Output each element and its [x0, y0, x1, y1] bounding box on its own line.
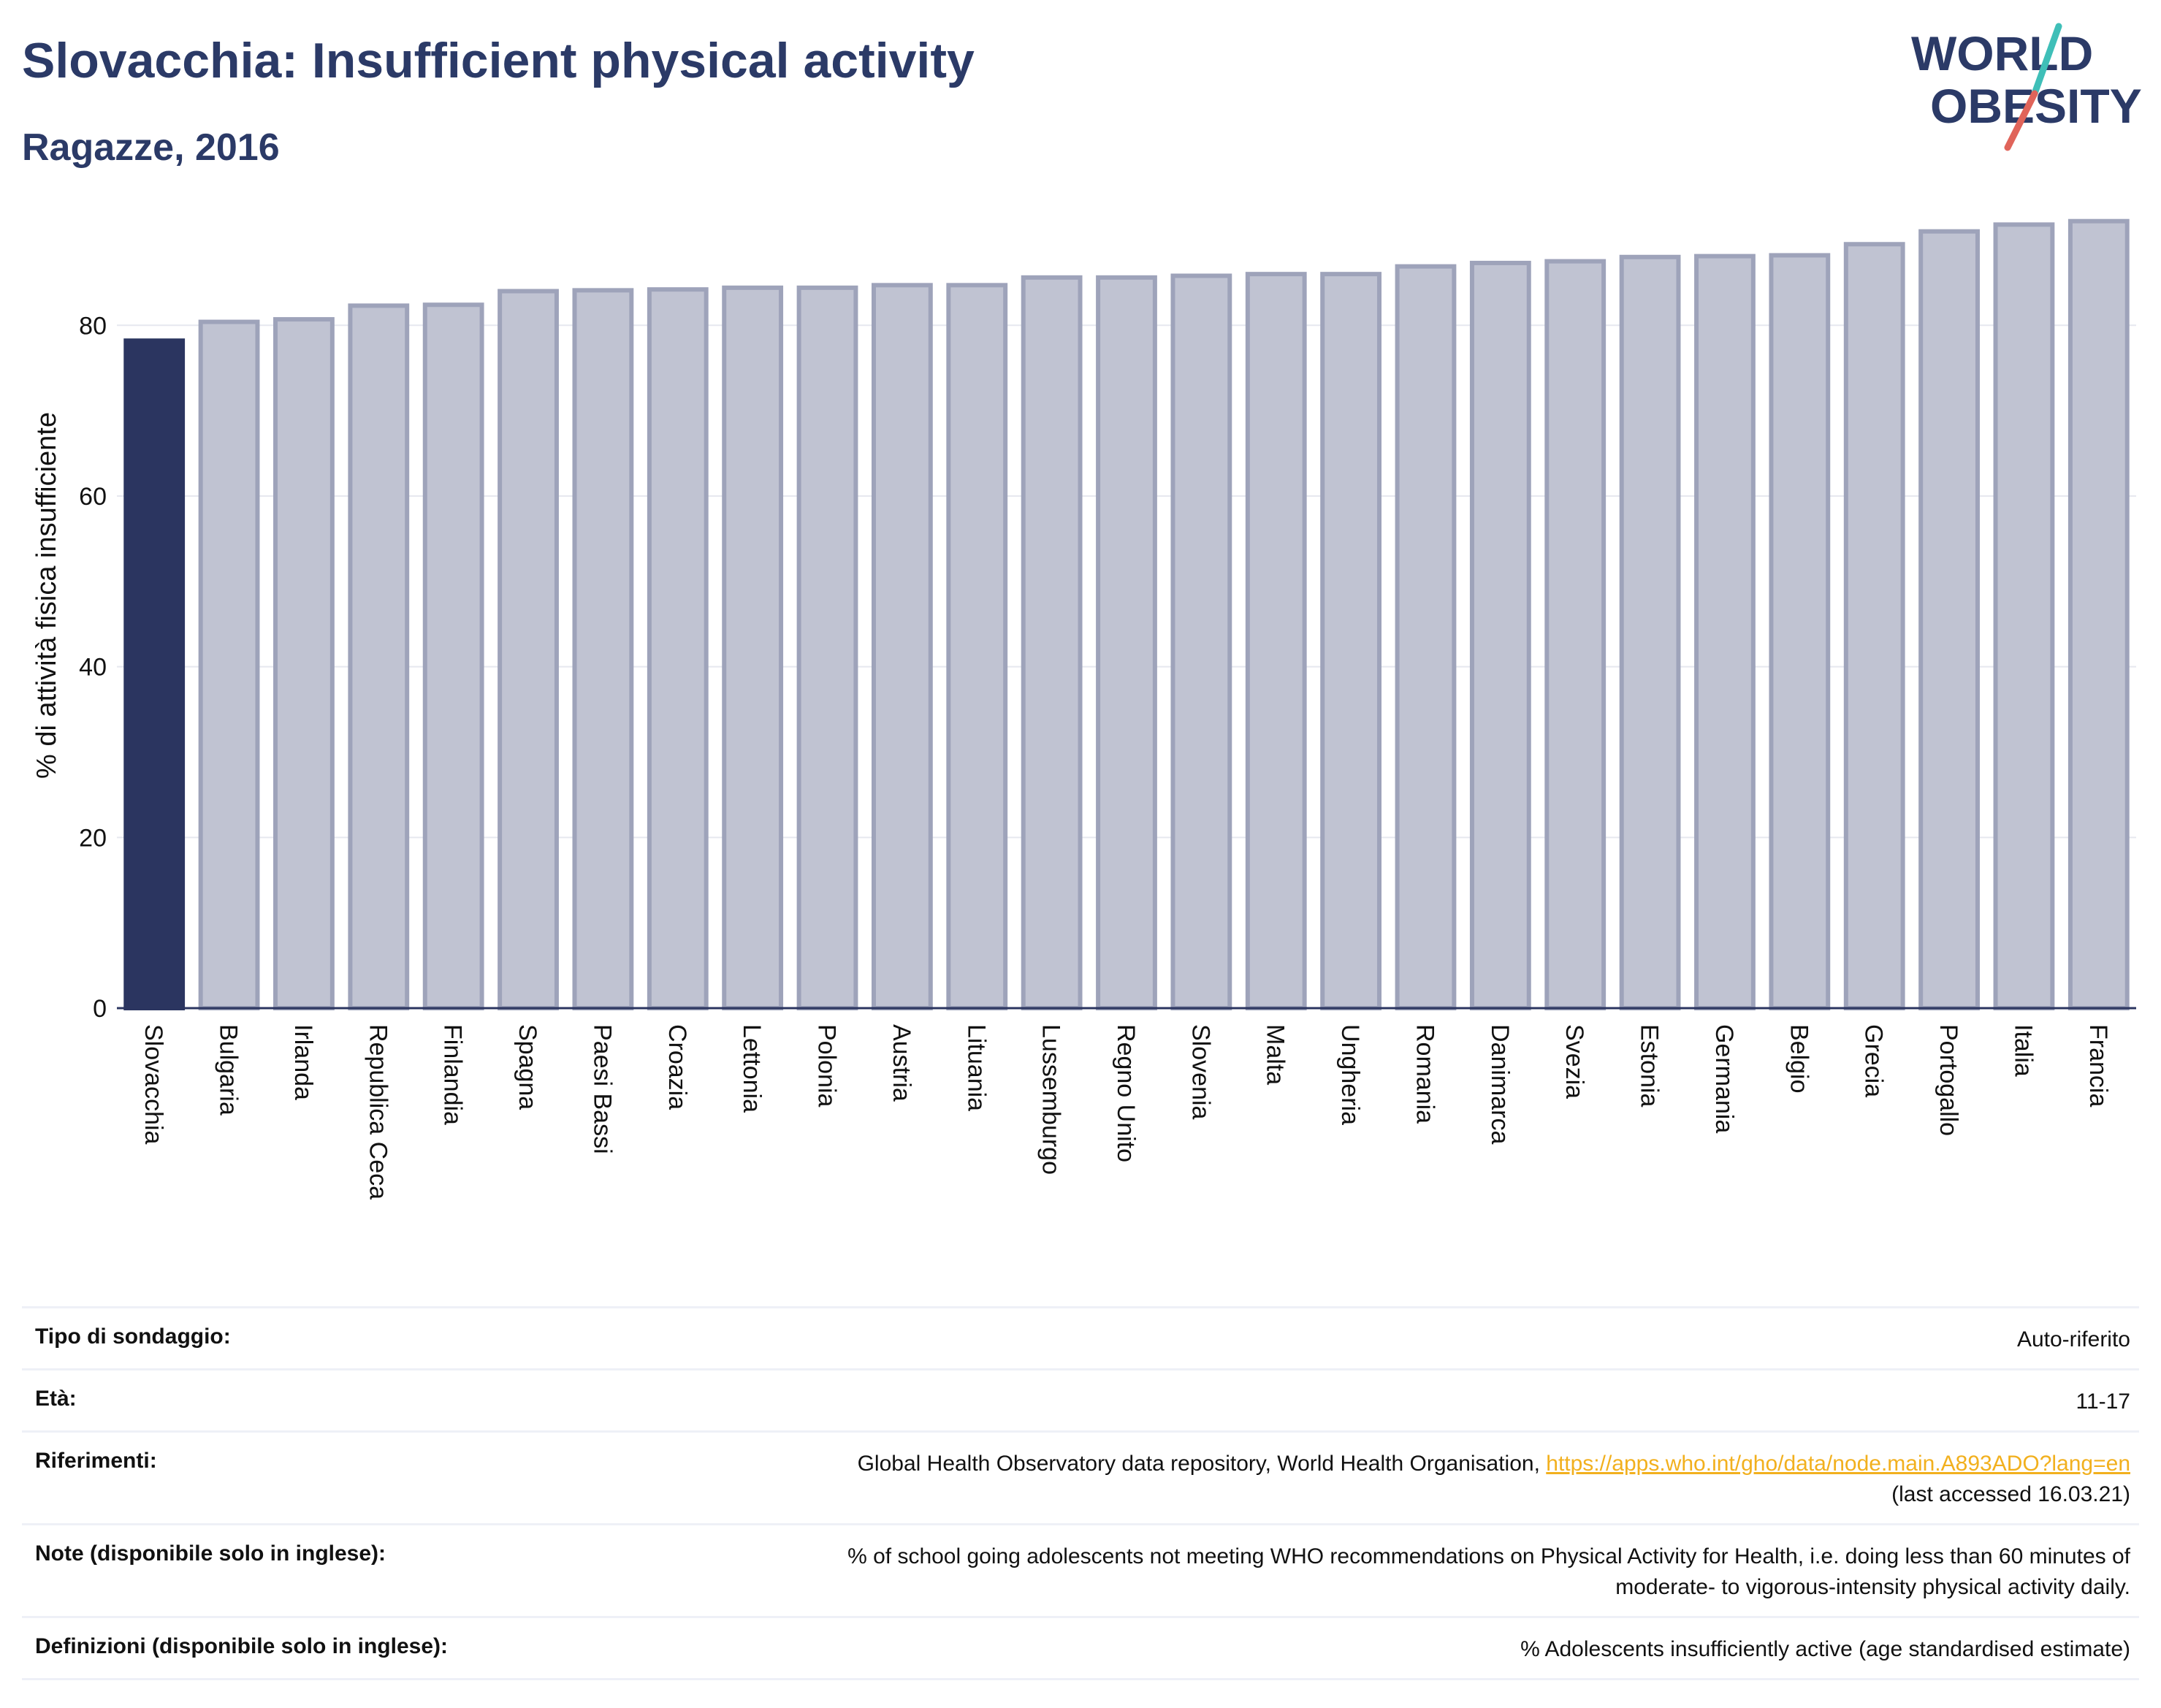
references-text: Global Health Observatory data repositor…	[857, 1452, 1547, 1476]
bar-francia	[2067, 218, 2130, 1010]
x-tick-label: Grecia	[1860, 1024, 1888, 1097]
bar-malta	[1245, 272, 1307, 1010]
bar-slovenia	[1170, 273, 1232, 1010]
x-tick-label: Regno Unito	[1112, 1024, 1140, 1162]
bar-finlandia	[422, 302, 484, 1010]
bar-lettonia	[722, 285, 784, 1010]
bar-belgio	[1769, 253, 1831, 1010]
x-tick-label: Finlandia	[439, 1024, 467, 1125]
bar-chart: 0 20 40 60 80 Slovacchia Bulgaria Irlanda Repub…	[31, 218, 2136, 1200]
y-tick-label: 80	[79, 312, 107, 340]
notes-row: Note (disponibile solo in inglese): % of…	[22, 1523, 2139, 1616]
x-tick-label: Slovacchia	[140, 1024, 167, 1145]
bar-bulgaria	[198, 319, 260, 1010]
survey-type-row: Tipo di sondaggio: Auto-riferito	[22, 1306, 2139, 1368]
bar-spagna	[498, 289, 559, 1010]
bar-grecia	[1843, 242, 1905, 1010]
age-value: 11-17	[2076, 1389, 2130, 1414]
y-tick-label: 0	[93, 995, 107, 1023]
bar-croazia	[647, 287, 709, 1011]
x-tick-label: Croazia	[663, 1024, 691, 1110]
bar-republica-ceca	[348, 303, 410, 1010]
x-tick-label: Ungheria	[1336, 1024, 1364, 1125]
bar-regno-unito	[1096, 275, 1157, 1010]
logo-slash-teal	[2031, 23, 2062, 97]
x-axis-ticks: Slovacchia Bulgaria Irlanda Republica Ceca F…	[140, 1024, 2112, 1200]
bar-svezia	[1544, 259, 1607, 1010]
x-tick-label: Svezia	[1560, 1024, 1588, 1099]
x-tick-label: Slovenia	[1186, 1024, 1214, 1120]
world-obesity-logo: WORLD OBESITY	[1911, 23, 2142, 151]
x-tick-label: Francia	[2084, 1024, 2112, 1107]
x-tick-label: Republica Ceca	[364, 1024, 392, 1200]
x-tick-label: Spagna	[514, 1024, 541, 1110]
bar-danimarca	[1469, 260, 1531, 1010]
y-axis-label: % di attività fisica insufficiente	[31, 412, 62, 779]
x-tick-label: Estonia	[1636, 1024, 1663, 1107]
y-tick-label: 60	[79, 483, 107, 511]
x-tick-label: Bulgaria	[215, 1024, 243, 1116]
x-tick-label: Polonia	[813, 1024, 841, 1107]
x-tick-label: Lettonia	[738, 1024, 766, 1113]
definitions-value: % Adolescents insufficiently active (age…	[1520, 1637, 2130, 1661]
y-tick-label: 40	[79, 654, 107, 682]
notes-value: % of school going adolescents not meetin…	[847, 1541, 2130, 1603]
references-value: Global Health Observatory data repositor…	[858, 1449, 2130, 1510]
survey-type-label: Tipo di sondaggio:	[35, 1324, 231, 1349]
bars	[123, 218, 2130, 1011]
x-tick-label: Austria	[888, 1024, 915, 1102]
references-label: Riferimenti:	[35, 1449, 157, 1473]
x-tick-label: Portogallo	[1935, 1024, 1962, 1136]
survey-type-value: Auto-riferito	[2016, 1327, 2130, 1351]
references-accessed: (last accessed 16.03.21)	[1891, 1482, 2130, 1506]
age-row: Età: 11-17	[22, 1368, 2139, 1430]
logo-word-world: WORLD	[1911, 26, 2093, 80]
bar-romania	[1395, 264, 1457, 1011]
bar-irlanda	[273, 317, 335, 1010]
logo-slash-red	[2004, 90, 2038, 151]
x-tick-label: Germania	[1710, 1024, 1738, 1133]
y-tick-label: 20	[79, 824, 107, 852]
bar-lituania	[946, 283, 1008, 1011]
bar-germania	[1694, 253, 1756, 1010]
bar-portogallo	[1918, 229, 1980, 1011]
definitions-row: Definizioni (disponibile solo in inglese…	[22, 1616, 2139, 1680]
notes-label: Note (disponibile solo in inglese):	[35, 1541, 386, 1566]
page-subtitle: Ragazze, 2016	[22, 126, 280, 169]
references-link[interactable]: https://apps.who.int/gho/data/node.main.…	[1546, 1452, 2130, 1476]
x-tick-label: Lituania	[962, 1024, 990, 1111]
x-tick-label: Danimarca	[1486, 1024, 1514, 1144]
bar-slovacchia	[123, 338, 186, 1010]
references-row: Riferimenti: Global Health Observatory d…	[22, 1430, 2139, 1523]
x-tick-label: Malta	[1262, 1024, 1289, 1085]
bar-lussemburgo	[1021, 275, 1083, 1010]
metadata-table: Tipo di sondaggio: Auto-riferito Età: 11…	[22, 1306, 2139, 1680]
x-tick-label: Paesi Bassi	[588, 1024, 616, 1154]
x-tick-label: Italia	[2009, 1024, 2037, 1077]
definitions-label: Definizioni (disponibile solo in inglese…	[35, 1634, 449, 1658]
bar-paesi-bassi	[572, 288, 634, 1010]
x-tick-label: Romania	[1411, 1024, 1438, 1124]
notes-line-1: % of school going adolescents not meetin…	[847, 1544, 2130, 1568]
bar-ungheria	[1320, 272, 1382, 1010]
page-title: Slovacchia: Insufficient physical activi…	[22, 33, 975, 88]
bar-austria	[871, 283, 933, 1011]
age-label: Età:	[35, 1387, 77, 1411]
bar-polonia	[796, 285, 858, 1010]
y-axis-ticks: 0 20 40 60 80	[79, 312, 107, 1023]
x-tick-label: Irlanda	[289, 1024, 317, 1100]
bar-italia	[1993, 222, 2055, 1010]
x-tick-label: Belgio	[1785, 1024, 1813, 1094]
notes-line-2: moderate- to vigorous-intensity physical…	[1615, 1575, 2130, 1599]
bar-estonia	[1619, 254, 1681, 1011]
x-tick-label: Lussemburgo	[1037, 1024, 1065, 1175]
